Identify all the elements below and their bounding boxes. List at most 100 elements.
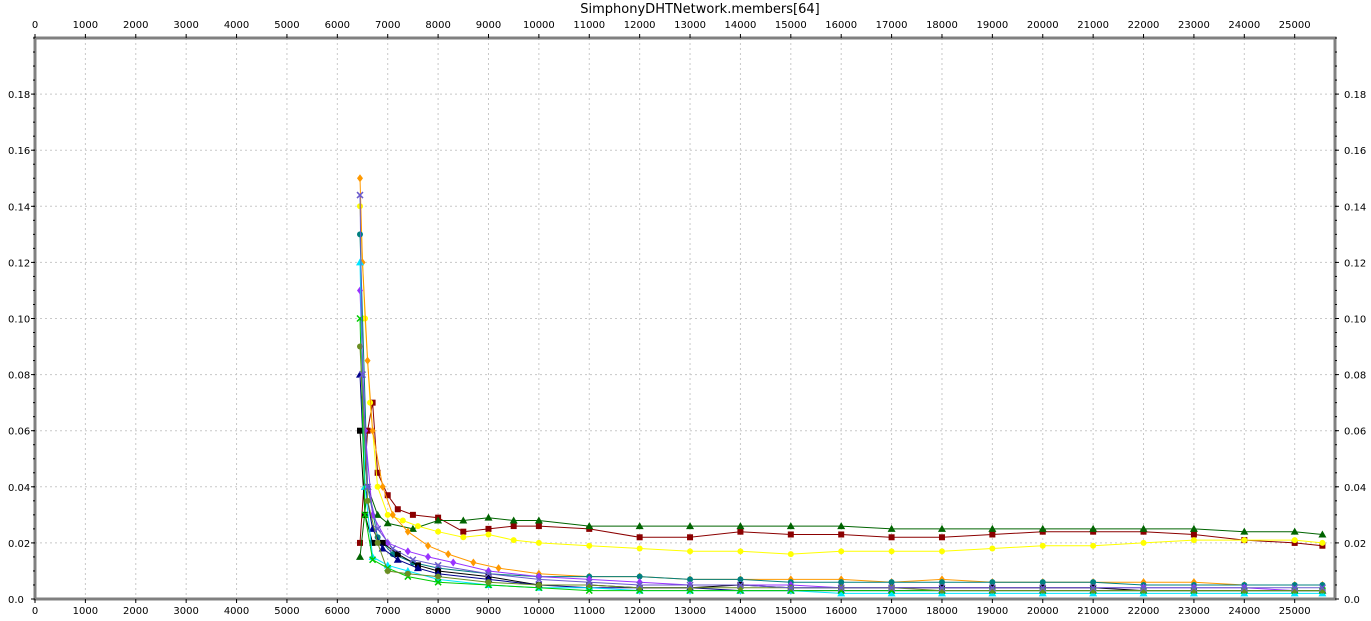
x-tick-label-top: 8000 xyxy=(425,20,450,31)
x-tick-label-bottom: 0 xyxy=(32,606,38,617)
data-point xyxy=(384,567,391,574)
data-point xyxy=(938,579,945,586)
data-point xyxy=(404,527,411,536)
x-tick-label-top: 20000 xyxy=(1027,20,1059,31)
data-point xyxy=(510,523,517,530)
data-point xyxy=(484,570,493,578)
data-point xyxy=(425,541,432,550)
data-point xyxy=(509,516,518,524)
data-point xyxy=(737,528,744,535)
x-tick-label-bottom: 20000 xyxy=(1027,606,1059,617)
y-tick-label-left: 0.14 xyxy=(8,202,30,213)
data-point xyxy=(989,545,996,552)
x-tick-label-top: 2000 xyxy=(123,20,148,31)
data-point xyxy=(887,524,896,532)
x-tick-label-top: 9000 xyxy=(476,20,501,31)
data-point xyxy=(988,524,997,532)
series-line xyxy=(359,402,1323,547)
x-tick-label-top: 24000 xyxy=(1228,20,1260,31)
data-point xyxy=(369,556,377,564)
y-tick-label-left: 0.08 xyxy=(8,371,30,382)
data-point xyxy=(434,516,443,524)
data-point xyxy=(459,516,468,524)
data-point xyxy=(535,581,542,588)
x-tick-label-top: 17000 xyxy=(876,20,908,31)
data-point xyxy=(636,534,643,541)
data-point xyxy=(358,371,367,379)
data-point xyxy=(988,584,996,592)
data-point xyxy=(384,511,391,518)
data-point xyxy=(470,558,477,567)
data-point xyxy=(635,522,644,530)
y-tick-label-right: 0.12 xyxy=(1344,258,1366,269)
data-point xyxy=(687,534,694,541)
y-tick-label-right: 0.10 xyxy=(1344,315,1366,326)
x-tick-label-bottom: 23000 xyxy=(1178,606,1210,617)
data-point xyxy=(1089,584,1097,592)
data-point xyxy=(687,548,694,555)
y-tick-label-right: 0.02 xyxy=(1344,539,1366,550)
y-tick-label-right: 0.08 xyxy=(1344,371,1366,382)
x-tick-label-top: 16000 xyxy=(825,20,857,31)
x-tick-label-bottom: 19000 xyxy=(976,606,1008,617)
data-point xyxy=(373,510,382,518)
x-tick-label-top: 12000 xyxy=(624,20,656,31)
data-point xyxy=(585,522,594,530)
data-point xyxy=(404,547,411,556)
x-tick-label-bottom: 25000 xyxy=(1279,606,1311,617)
data-point xyxy=(1139,584,1148,592)
data-point xyxy=(510,537,517,544)
data-point xyxy=(838,531,845,538)
x-tick-label-bottom: 2000 xyxy=(123,606,148,617)
x-tick-label-bottom: 14000 xyxy=(725,606,757,617)
data-point xyxy=(357,539,363,546)
data-point xyxy=(1318,530,1327,538)
x-tick-label-top: 15000 xyxy=(775,20,807,31)
data-point xyxy=(408,524,417,532)
data-point xyxy=(838,548,845,555)
data-point xyxy=(460,528,467,535)
data-point xyxy=(586,542,593,549)
data-point xyxy=(367,399,374,406)
y-tick-label-right: 0.16 xyxy=(1344,146,1366,157)
y-tick-label-right: 0.0 xyxy=(1344,595,1360,606)
data-point xyxy=(369,426,376,435)
x-tick-label-top: 23000 xyxy=(1178,20,1210,31)
x-tick-label-top: 7000 xyxy=(375,20,400,31)
data-point xyxy=(737,548,744,555)
y-tick-label-left: 0.04 xyxy=(8,483,30,494)
data-point xyxy=(414,523,421,530)
data-point xyxy=(888,548,895,555)
data-point xyxy=(378,544,387,552)
data-point xyxy=(357,174,363,183)
data-point xyxy=(435,528,442,535)
data-point xyxy=(1038,524,1047,532)
data-point xyxy=(364,356,371,365)
data-point xyxy=(485,525,492,532)
y-tick-label-right: 0.18 xyxy=(1344,90,1366,101)
x-tick-label-top: 22000 xyxy=(1128,20,1160,31)
data-point xyxy=(837,589,846,597)
data-point xyxy=(686,522,695,530)
x-tick-label-bottom: 11000 xyxy=(573,606,605,617)
data-point xyxy=(1240,527,1249,535)
data-point xyxy=(434,561,442,569)
data-point xyxy=(938,534,945,541)
x-tick-label-top: 13000 xyxy=(674,20,706,31)
data-point xyxy=(495,564,502,573)
data-point xyxy=(636,581,644,589)
y-tick-label-left: 0.10 xyxy=(8,315,30,326)
x-tick-label-bottom: 4000 xyxy=(224,606,249,617)
data-point xyxy=(585,578,593,586)
data-point xyxy=(535,539,542,546)
data-point xyxy=(1240,584,1248,592)
x-tick-label-bottom: 6000 xyxy=(325,606,350,617)
data-point xyxy=(1090,579,1097,586)
axis-layer: 0 0 1000 1000 2000 2000 3000 3000 4000 4000 5000 50… xyxy=(8,20,1366,617)
data-point xyxy=(460,534,467,541)
y-tick-label-left: 0.02 xyxy=(8,539,30,550)
data-point xyxy=(1039,542,1046,549)
data-point xyxy=(535,523,542,530)
data-point xyxy=(1291,537,1298,544)
